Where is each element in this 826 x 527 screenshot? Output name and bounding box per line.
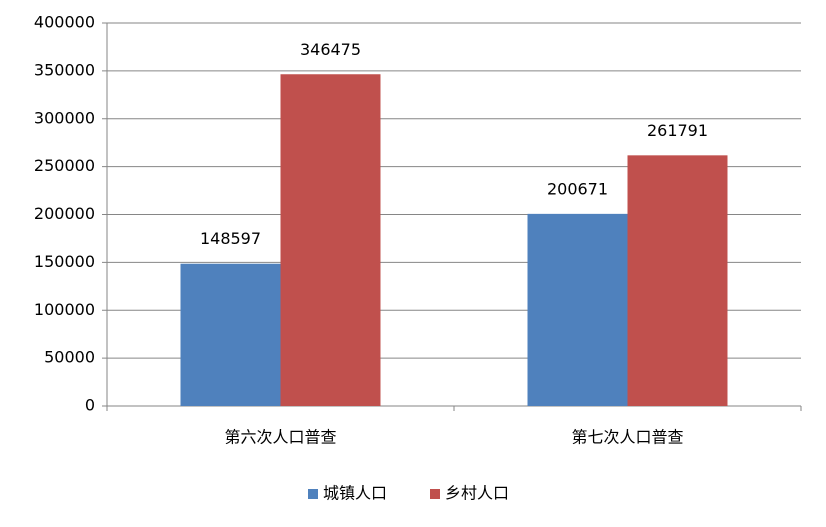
- bar: [180, 263, 281, 406]
- legend-swatch: [308, 489, 318, 499]
- legend-label: 乡村人口: [445, 484, 509, 503]
- data-label: 148597: [200, 229, 261, 248]
- y-tick-label: 150000: [34, 252, 95, 271]
- bar: [280, 74, 381, 407]
- x-tick-label: 第七次人口普查: [571, 428, 683, 447]
- y-tick-label: 100000: [34, 300, 95, 319]
- data-label: 200671: [547, 179, 608, 198]
- data-label: 346475: [300, 40, 361, 59]
- y-tick-label: 300000: [34, 108, 95, 127]
- y-tick-label: 0: [85, 396, 95, 415]
- y-tick-label: 250000: [34, 156, 95, 175]
- y-tick-label: 200000: [34, 204, 95, 223]
- y-tick-label: 400000: [34, 13, 95, 32]
- bar: [527, 213, 628, 406]
- legend-label: 城镇人口: [323, 484, 387, 503]
- y-tick-label: 50000: [44, 348, 95, 367]
- data-label: 261791: [647, 121, 708, 140]
- y-tick-label: 350000: [34, 60, 95, 79]
- legend-swatch: [430, 489, 440, 499]
- bar: [627, 155, 728, 406]
- x-tick-label: 第六次人口普查: [224, 428, 336, 447]
